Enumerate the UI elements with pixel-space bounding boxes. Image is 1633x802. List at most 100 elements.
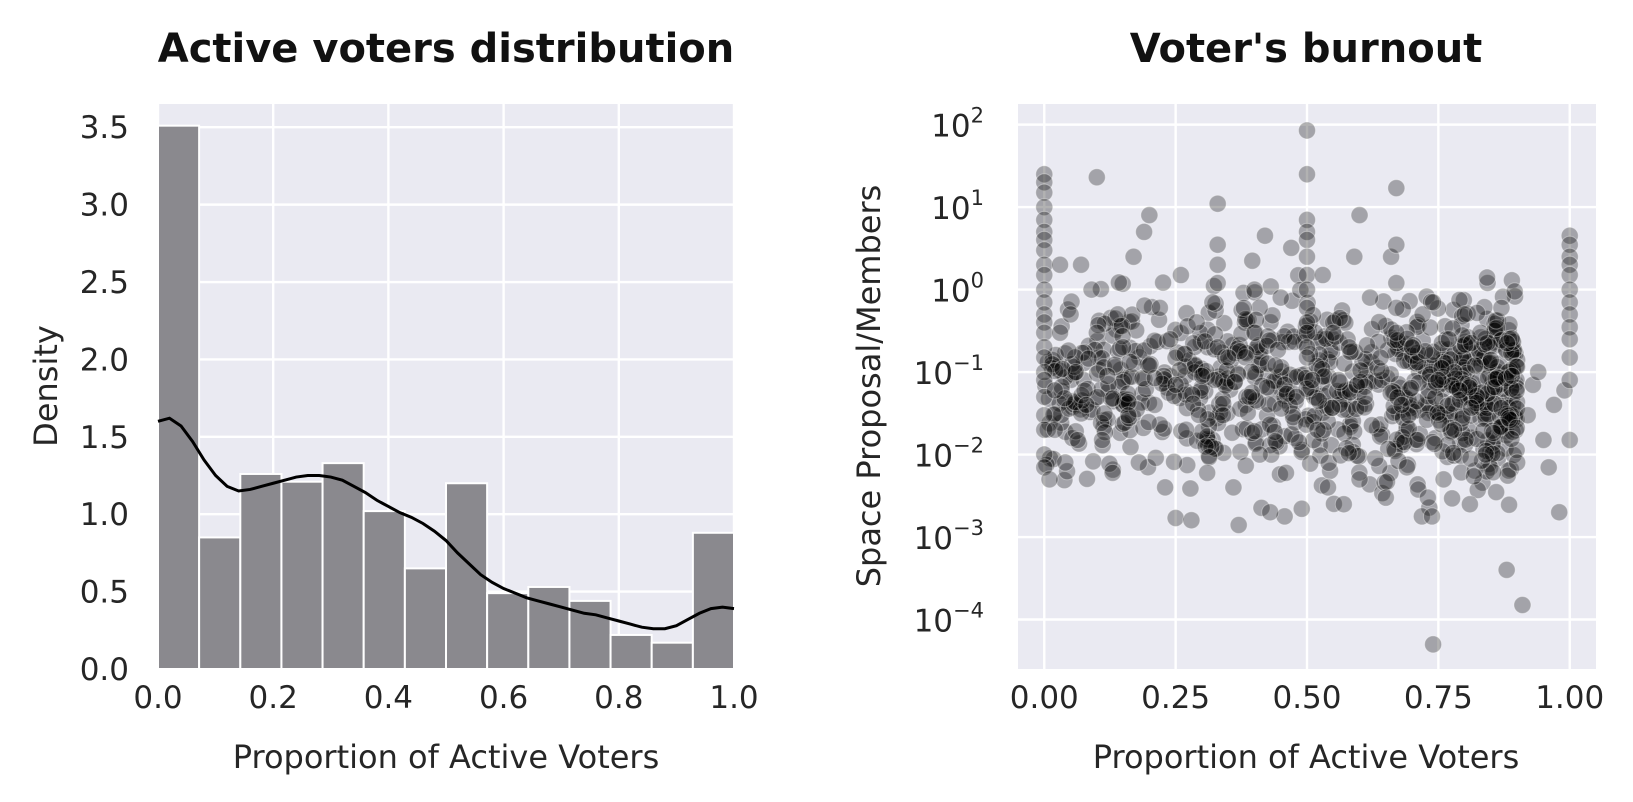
scatter-point [1224,478,1243,497]
scatter-point [1407,392,1426,411]
scatter-y-tick: 10−2 [914,434,984,475]
scatter-point [1362,320,1381,339]
scatter-point [1272,380,1291,399]
scatter-point [1035,406,1054,425]
scatter-point [1313,266,1332,285]
scatter-point [1035,255,1054,274]
scatter-point [1175,344,1194,363]
scatter-point [1261,436,1280,455]
scatter-point [1550,503,1569,522]
scatter-point [1261,313,1280,332]
scatter-point [1455,383,1474,402]
scatter-point [1485,378,1504,397]
scatter-point [1498,371,1517,390]
scatter-point [1052,317,1071,336]
scatter-point [1042,359,1061,378]
scatter-point [1312,424,1331,443]
scatter-point [1555,381,1574,400]
histogram-y-tick: 1.5 [80,420,129,456]
scatter-point [1474,421,1493,440]
scatter-point [1120,352,1139,371]
scatter-point [1055,392,1074,411]
scatter-point [1263,306,1282,325]
scatter-point [1397,422,1416,441]
scatter-point [1184,334,1203,353]
scatter-point [1298,266,1316,285]
scatter-point [1301,345,1320,364]
scatter-point [1466,356,1485,375]
scatter-point [1488,370,1507,389]
scatter-point [1373,484,1392,503]
scatter-point [1416,363,1435,382]
scatter-point [1454,388,1473,407]
scatter-point [1493,287,1512,306]
scatter-point [1492,399,1511,418]
scatter-point [1485,336,1504,355]
scatter-point [1499,409,1518,428]
scatter-point [1275,427,1294,446]
scatter-point [1035,198,1054,217]
scatter-point [1502,366,1521,385]
scatter-point [1276,391,1295,410]
scatter-point [1178,456,1197,475]
scatter-point [1439,358,1458,377]
scatter-point [1107,320,1126,339]
scatter-point [1372,362,1391,381]
scatter-point [1234,283,1253,302]
scatter-point [1544,395,1563,414]
scatter-point [1419,395,1438,414]
scatter-point [1386,344,1405,363]
scatter-point [1272,358,1291,377]
scatter-point [1440,418,1459,437]
scatter-point [1184,394,1203,413]
scatter-point [1477,309,1496,328]
scatter-point [1475,348,1494,367]
scatter-point [1442,422,1461,441]
scatter-point [1139,393,1158,412]
scatter-point [1270,437,1289,456]
scatter-point [1330,309,1349,328]
histogram-y-tick-labels: 0.0 0.5 1.0 1.5 2.0 2.5 3.0 3.5 [80,110,129,688]
scatter-point [1217,361,1236,380]
scatter-point [1488,449,1507,468]
scatter-point [1181,479,1200,498]
scatter-point [1099,375,1118,394]
scatter-point [1322,436,1341,455]
scatter-point [1078,469,1097,488]
scatter-point [1328,381,1347,400]
scatter-point [1234,420,1253,439]
scatter-point [1236,395,1255,414]
scatter-point [1284,384,1303,403]
scatter-point [1429,402,1448,421]
scatter-point [1434,470,1453,489]
scatter-point [1452,349,1471,368]
scatter-point [1298,338,1316,357]
scatter-point [1145,395,1164,414]
scatter-point [1095,314,1114,333]
scatter-point [1209,414,1228,433]
scatter-point [1462,388,1481,407]
histogram-y-tick: 2.5 [80,265,129,301]
scatter-point [1297,415,1316,434]
scatter-point [1191,332,1210,351]
scatter-point [1258,327,1277,346]
scatter-point [1460,421,1479,440]
scatter-point [1433,392,1452,411]
scatter-point [1320,353,1339,372]
scatter-point [1493,397,1512,416]
scatter-point [1170,361,1189,380]
scatter-point [1299,322,1318,341]
scatter-x-tick: 0.50 [1272,680,1341,716]
histogram-y-tick: 0.0 [80,652,129,688]
scatter-point [1420,367,1439,386]
scatter-point [1192,366,1211,385]
scatter-point [1100,454,1119,473]
scatter-point [1507,381,1526,400]
scatter-point [1438,447,1457,466]
scatter-point [1350,447,1369,466]
scatter-point [1214,443,1233,462]
scatter-chart: Voter's burnout 0.00 0.25 0.50 0.75 1.00 102… [850,26,1604,776]
scatter-point [1460,378,1479,397]
scatter-point [1205,325,1224,344]
scatter-point [1114,338,1133,357]
